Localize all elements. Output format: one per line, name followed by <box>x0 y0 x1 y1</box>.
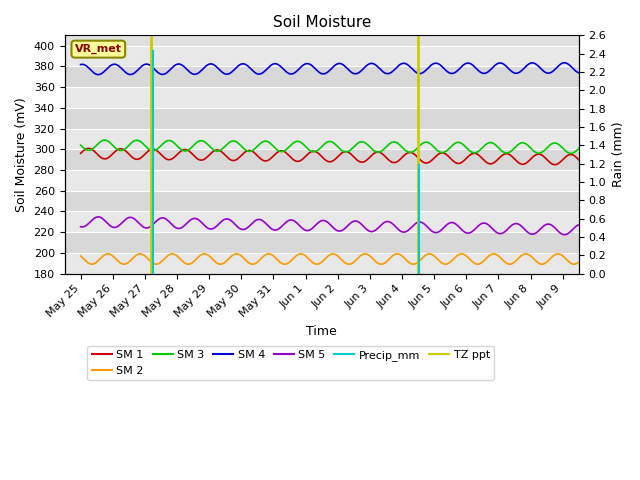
Bar <box>65 149 579 170</box>
Bar <box>65 253 579 274</box>
Bar <box>65 66 579 87</box>
Bar <box>65 87 579 108</box>
Bar <box>65 232 579 253</box>
Y-axis label: Rain (mm): Rain (mm) <box>612 121 625 187</box>
Bar <box>65 129 579 149</box>
X-axis label: Time: Time <box>307 325 337 338</box>
Bar <box>65 170 579 191</box>
Title: Soil Moisture: Soil Moisture <box>273 15 371 30</box>
Text: VR_met: VR_met <box>75 44 122 54</box>
Bar <box>65 211 579 232</box>
Y-axis label: Soil Moisture (mV): Soil Moisture (mV) <box>15 97 28 212</box>
Bar <box>65 191 579 211</box>
Bar <box>65 46 579 66</box>
Bar <box>65 108 579 129</box>
Legend: SM 1, SM 2, SM 3, SM 4, SM 5, Precip_mm, TZ ppt: SM 1, SM 2, SM 3, SM 4, SM 5, Precip_mm,… <box>88 346 494 380</box>
